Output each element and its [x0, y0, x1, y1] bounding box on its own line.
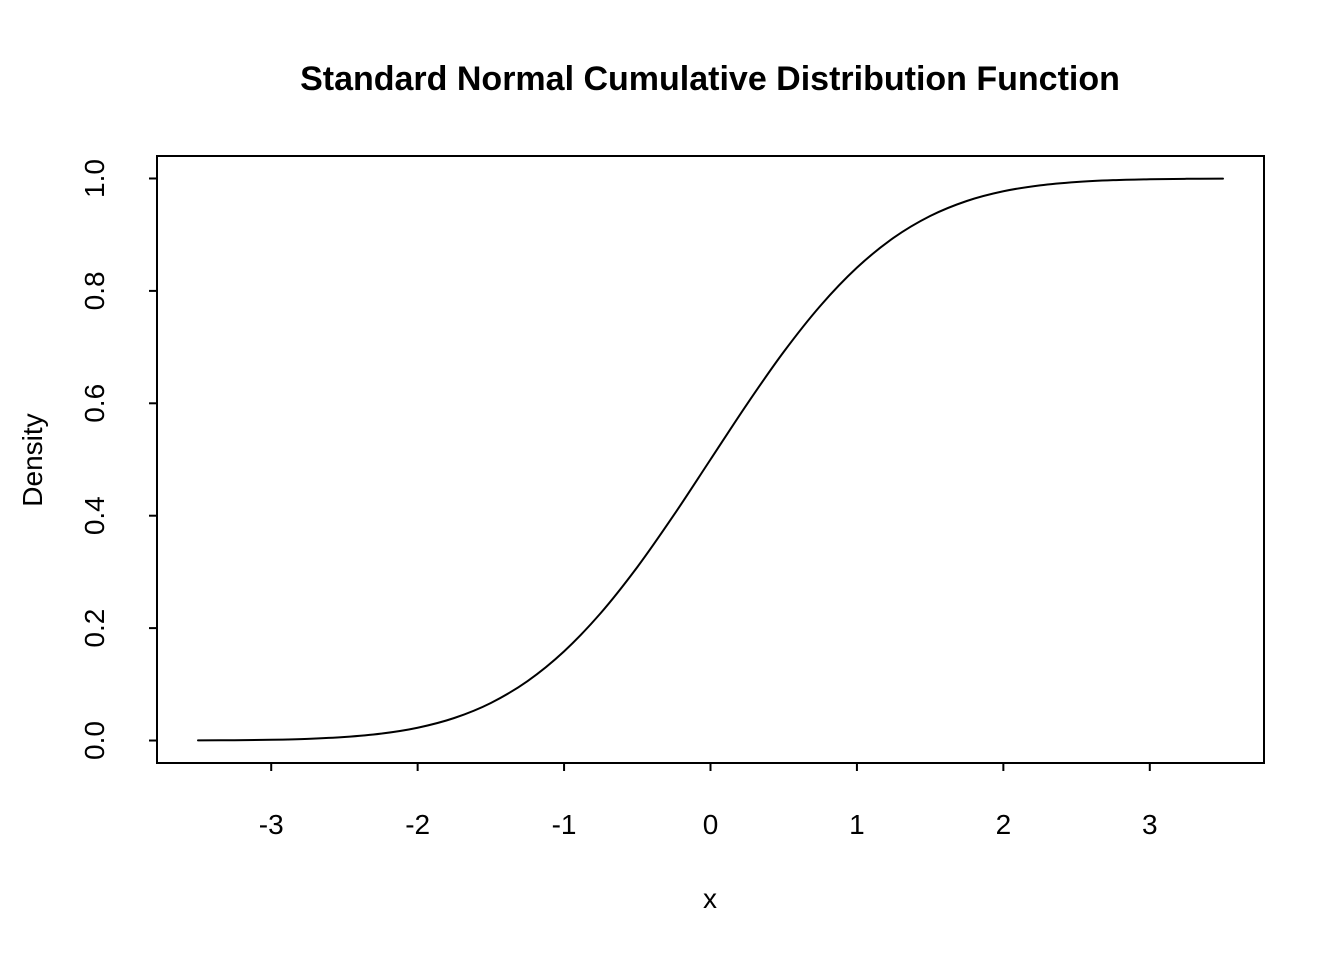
x-tick-label: 1: [849, 809, 865, 840]
x-tick-label: 0: [703, 809, 719, 840]
x-axis-label: x: [703, 883, 717, 914]
y-tick-label: 0.0: [79, 721, 110, 760]
y-tick-label: 0.4: [79, 496, 110, 535]
x-tick-label: -1: [552, 809, 577, 840]
y-axis: 0.0 0.2 0.4 0.6 0.8 1.0: [79, 159, 157, 760]
cdf-curve-line: [197, 177, 1224, 742]
y-tick-label: 0.8: [79, 271, 110, 310]
y-axis-label: Density: [17, 413, 48, 506]
chart-title: Standard Normal Cumulative Distribution …: [300, 60, 1120, 98]
x-tick-label: -2: [405, 809, 430, 840]
y-tick-label: 0.2: [79, 609, 110, 648]
x-tick-label: -3: [259, 809, 284, 840]
y-tick-label: 0.6: [79, 384, 110, 423]
y-tick-label: 1.0: [79, 159, 110, 198]
x-axis: -3 -2 -1 0 1 2 3: [259, 763, 1158, 840]
x-tick-label: 3: [1142, 809, 1158, 840]
x-tick-label: 2: [996, 809, 1012, 840]
